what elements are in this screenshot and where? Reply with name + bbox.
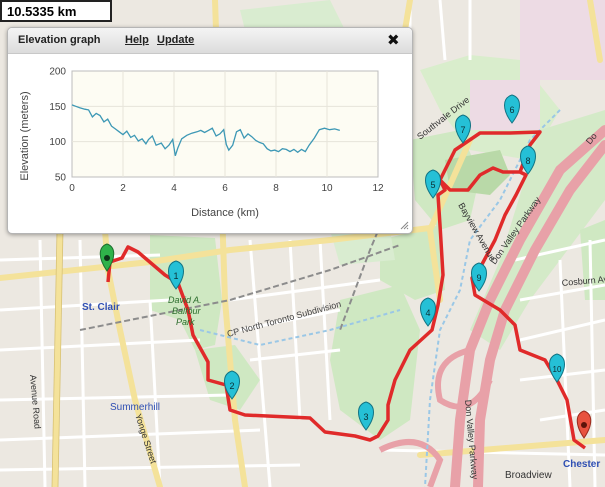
waypoint-marker[interactable]: 7	[455, 114, 471, 144]
waypoint-pin-icon	[520, 145, 536, 175]
panel-header[interactable]: Elevation graph Help Update ✖	[8, 28, 412, 54]
label-david-balfour-1: David A.	[168, 295, 202, 305]
elevation-chart: 0 2 4 6 8 10 12 50 100 150 200 Elevation (meters) D…	[19, 67, 384, 220]
waypoint-marker[interactable]: 4	[420, 297, 436, 327]
waypoint-pin-icon	[549, 353, 565, 383]
waypoint-number: 9	[476, 273, 481, 283]
start-marker[interactable]	[99, 243, 115, 272]
x-tick-label: 6	[222, 183, 228, 194]
highway-ramps	[378, 347, 493, 487]
waypoint-marker[interactable]: 2	[224, 370, 240, 400]
x-axis-title: Distance (km)	[191, 207, 259, 219]
waypoint-number: 1	[173, 271, 178, 281]
label-cosburn: Cosburn Ave	[561, 274, 605, 288]
distance-readout: 10.5335 km	[0, 0, 112, 22]
waypoint-marker[interactable]: 8	[520, 145, 536, 175]
x-tick-label: 0	[69, 183, 75, 194]
waypoint-pin-icon	[504, 94, 520, 124]
x-tick-label: 4	[171, 183, 177, 194]
waypoint-number: 7	[460, 125, 465, 135]
highway	[450, 125, 605, 487]
waypoint-pin-icon	[455, 114, 471, 144]
y-tick-label: 100	[49, 137, 66, 148]
close-icon[interactable]: ✖	[387, 31, 400, 49]
label-avenue-road: Avenue Road	[28, 374, 43, 429]
waypoint-pin-icon	[425, 169, 441, 199]
y-axis-title: Elevation (meters)	[19, 91, 31, 180]
label-david-balfour-2: Balfour	[172, 306, 202, 316]
resize-grip-icon[interactable]	[399, 220, 409, 230]
x-tick-label: 10	[321, 183, 333, 194]
waypoint-marker[interactable]: 3	[358, 401, 374, 431]
waypoint-pin-icon	[358, 401, 374, 431]
waypoint-number: 6	[509, 105, 514, 115]
end-marker[interactable]	[576, 410, 592, 439]
waypoint-pin-icon	[420, 297, 436, 327]
waypoint-number: 2	[229, 381, 234, 391]
river	[199, 109, 561, 487]
waypoint-number: 10	[553, 365, 562, 374]
x-tick-label: 12	[372, 183, 384, 194]
waypoint-pin-icon	[168, 260, 184, 290]
waypoint-marker[interactable]: 9	[471, 262, 487, 292]
label-david-balfour-3: Park	[176, 317, 195, 327]
major-road-casings	[51, 229, 64, 487]
waypoint-pin-icon	[224, 370, 240, 400]
waypoint-number: 5	[430, 180, 435, 190]
y-tick-label: 150	[49, 102, 66, 113]
elevation-line	[71, 104, 340, 156]
waypoint-marker[interactable]: 6	[504, 94, 520, 124]
waypoint-marker[interactable]: 1	[168, 260, 184, 290]
elevation-panel: Elevation graph Help Update ✖ 0 2 4 6 8 10 12 5…	[7, 27, 413, 234]
waypoint-marker[interactable]: 10	[549, 353, 565, 383]
waypoint-number: 4	[425, 308, 430, 318]
label-chester: Chester	[563, 459, 600, 470]
update-link[interactable]: Update	[157, 34, 195, 46]
help-link[interactable]: Help	[125, 34, 149, 46]
x-tick-label: 8	[273, 183, 279, 194]
waypoint-pin-icon	[471, 262, 487, 292]
label-st-clair: St. Clair	[82, 302, 120, 313]
panel-title: Elevation graph	[18, 34, 101, 46]
y-tick-label: 50	[55, 173, 67, 184]
waypoint-marker[interactable]: 5	[425, 169, 441, 199]
y-tick-label: 200	[49, 67, 66, 78]
waypoint-number: 3	[363, 412, 368, 422]
x-tick-label: 2	[120, 183, 126, 194]
waypoint-number: 8	[525, 156, 530, 166]
label-summerhill: Summerhill	[110, 402, 160, 413]
label-broadview: Broadview	[505, 470, 552, 481]
